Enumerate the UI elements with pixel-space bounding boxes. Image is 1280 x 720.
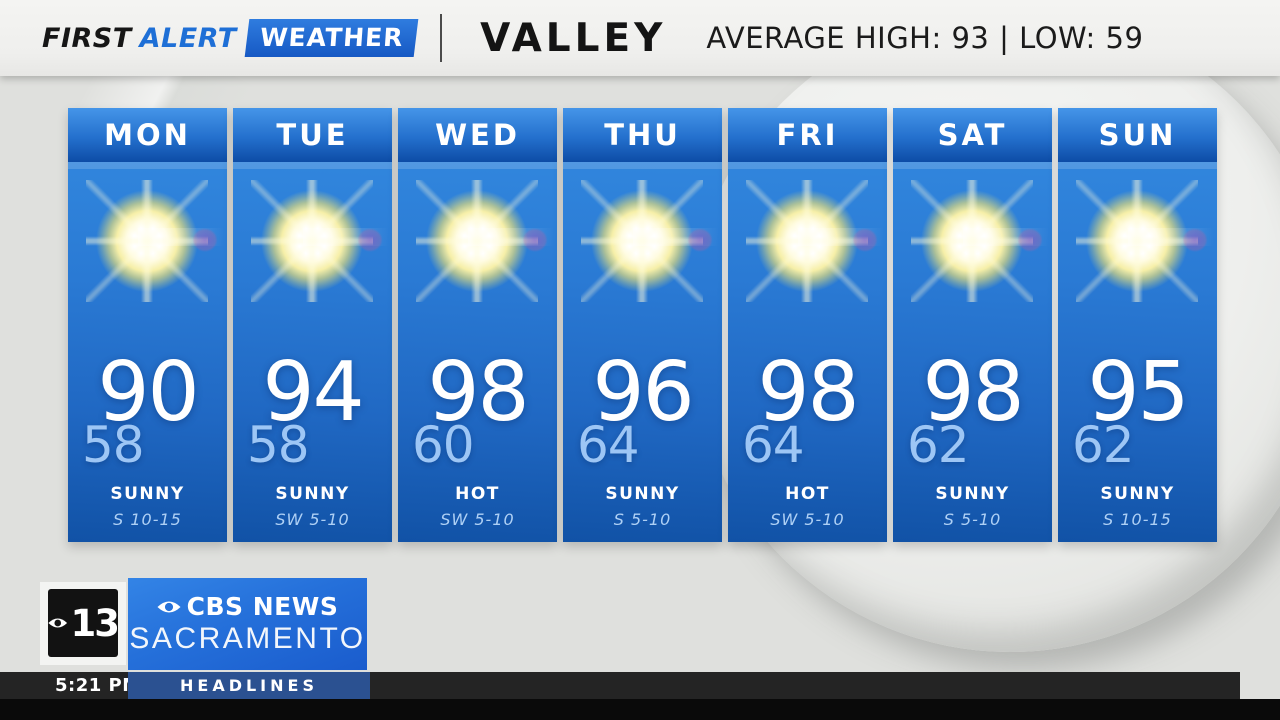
sunny-icon (1068, 172, 1206, 310)
sunny-icon (573, 172, 711, 310)
forecast-day-card: SUN 95 62 SUNNY S 10-15 (1058, 108, 1217, 542)
forecast-day-card: SAT 98 62 SUNNY S 5-10 (893, 108, 1052, 542)
sunny-icon (738, 172, 876, 310)
low-temperature: 62 (907, 416, 970, 474)
wind-label: SW 5-10 (770, 510, 845, 529)
lens-streak-decoration (798, 228, 884, 246)
lens-flare-decoration (1178, 224, 1212, 256)
day-name-header: TUE (233, 108, 392, 162)
cbs-eye-icon (157, 600, 181, 613)
average-high-low-text: AVERAGE HIGH: 93 | LOW: 59 (706, 21, 1144, 55)
headlines-label: HEADLINES (180, 676, 318, 695)
day-name-header: SUN (1058, 108, 1217, 162)
lens-flare-decoration (353, 224, 387, 256)
wind-label: S 5-10 (613, 510, 672, 529)
low-temperature: 62 (1072, 416, 1135, 474)
high-temperature: 98 (427, 345, 529, 440)
lens-streak-decoration (963, 228, 1049, 246)
condition-label: SUNNY (605, 484, 680, 504)
low-temperature: 58 (82, 416, 145, 474)
lens-streak-decoration (633, 228, 719, 246)
lens-flare-decoration (683, 224, 717, 256)
day-name-header: WED (398, 108, 557, 162)
city-label: SACRAMENTO (129, 622, 366, 655)
forecast-day-card: TUE 94 58 SUNNY SW 5-10 (233, 108, 392, 542)
condition-label: SUNNY (110, 484, 185, 504)
bottom-black-band (0, 699, 1280, 720)
day-card-body: 98 60 HOT SW 5-10 (398, 162, 557, 542)
cbs-news-sacramento-box: CBS NEWS SACRAMENTO (128, 578, 367, 670)
low-temperature: 60 (412, 416, 475, 474)
day-name-header: FRI (728, 108, 887, 162)
condition-label: SUNNY (935, 484, 1010, 504)
header-divider (440, 14, 443, 62)
high-temperature: 96 (592, 345, 694, 440)
forecast-strip: MON 90 58 SUNNY S 10-15 TUE 94 58 SUNNY … (68, 108, 1217, 542)
brand-weather-label: WEATHER (258, 23, 405, 52)
top-header-bar: FIRST ALERT WEATHER VALLEY AVERAGE HIGH:… (0, 0, 1280, 76)
wind-label: SW 5-10 (275, 510, 350, 529)
lens-flare-decoration (518, 224, 552, 256)
high-temperature: 95 (1087, 345, 1189, 440)
forecast-day-card: THU 96 64 SUNNY S 5-10 (563, 108, 722, 542)
sunny-icon (408, 172, 546, 310)
high-temperature: 90 (97, 345, 199, 440)
day-card-body: 90 58 SUNNY S 10-15 (68, 162, 227, 542)
wind-label: S 10-15 (113, 510, 182, 529)
lens-streak-decoration (1128, 228, 1214, 246)
lens-flare-decoration (848, 224, 882, 256)
sunny-icon (243, 172, 381, 310)
day-card-body: 95 62 SUNNY S 10-15 (1058, 162, 1217, 542)
network-label: CBS NEWS (186, 592, 339, 621)
forecast-day-card: FRI 98 64 HOT SW 5-10 (728, 108, 887, 542)
lens-streak-decoration (303, 228, 389, 246)
lens-streak-decoration (138, 228, 224, 246)
cbs13-logo: 13 (48, 589, 120, 657)
lens-flare-decoration (1013, 224, 1047, 256)
sunny-icon (78, 172, 216, 310)
day-card-body: 98 64 HOT SW 5-10 (728, 162, 887, 542)
forecast-day-card: WED 98 60 HOT SW 5-10 (398, 108, 557, 542)
day-name-header: SAT (893, 108, 1052, 162)
station-number-label: 13 (70, 601, 120, 645)
headlines-tab: HEADLINES (128, 672, 370, 699)
wind-label: SW 5-10 (440, 510, 515, 529)
page-title: VALLEY (480, 15, 667, 61)
day-card-body: 94 58 SUNNY SW 5-10 (233, 162, 392, 542)
condition-label: SUNNY (1100, 484, 1175, 504)
wind-label: S 10-15 (1103, 510, 1172, 529)
sunny-icon (903, 172, 1041, 310)
brand-first-label: FIRST (42, 22, 132, 54)
lens-flare-decoration (188, 224, 222, 256)
brand-alert-label: ALERT (139, 22, 237, 54)
low-temperature: 64 (577, 416, 640, 474)
clock-time: 5:21 PM (55, 675, 141, 696)
low-temperature: 64 (742, 416, 805, 474)
condition-label: HOT (455, 484, 500, 504)
high-temperature: 98 (757, 345, 859, 440)
high-temperature: 94 (262, 345, 364, 440)
wind-label: S 5-10 (943, 510, 1002, 529)
forecast-day-card: MON 90 58 SUNNY S 10-15 (68, 108, 227, 542)
first-alert-weather-logo: FIRST ALERT WEATHER (42, 19, 419, 57)
day-card-body: 98 62 SUNNY S 5-10 (893, 162, 1052, 542)
day-name-header: MON (68, 108, 227, 162)
day-card-body: 96 64 SUNNY S 5-10 (563, 162, 722, 542)
low-temperature: 58 (247, 416, 310, 474)
brand-weather-badge: WEATHER (244, 19, 419, 57)
condition-label: HOT (785, 484, 830, 504)
network-line: CBS NEWS (157, 592, 339, 621)
day-name-header: THU (563, 108, 722, 162)
high-temperature: 98 (922, 345, 1024, 440)
condition-label: SUNNY (275, 484, 350, 504)
lens-streak-decoration (468, 228, 554, 246)
cbs-eye-icon (48, 618, 68, 628)
